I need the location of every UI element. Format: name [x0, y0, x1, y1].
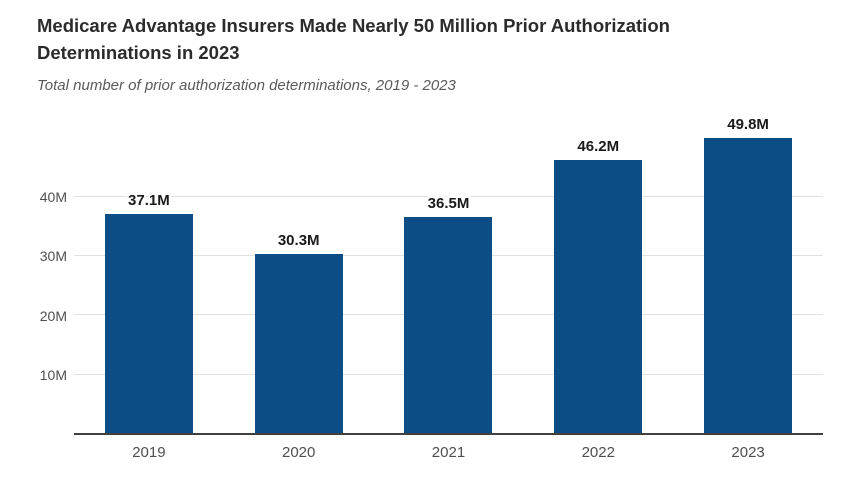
- bar-value-label-2023: 49.8M: [727, 116, 769, 134]
- bar-2022[interactable]: [554, 159, 643, 434]
- bar-2020[interactable]: [254, 254, 343, 434]
- bar-value-label-2022: 46.2M: [577, 137, 620, 155]
- bars-layer: 37.1M 2019 30.3M 2020 36.5M 2021 46.2M 2022 49.8…: [74, 116, 823, 461]
- x-axis-line: [74, 433, 823, 435]
- bar-value-label-2021: 36.5M: [427, 195, 470, 213]
- chart-title: Medicare Advantage Insurers Made Nearly …: [37, 15, 670, 63]
- bar-slot-2019: 37.1M 2019: [74, 130, 224, 461]
- bar-slot-2022: 46.2M 2022: [523, 130, 673, 461]
- x-axis-tick-label-2019: 2019: [132, 444, 166, 461]
- x-axis-tick-label-2021: 2021: [431, 444, 466, 461]
- bar-2021[interactable]: [404, 217, 493, 434]
- x-axis-tick-label-2020: 2020: [282, 444, 316, 461]
- bar-value-label-2020: 30.3M: [277, 232, 320, 250]
- bar-2019[interactable]: [104, 213, 193, 434]
- y-axis-tick-label: 20M: [39, 307, 67, 324]
- plot-area: 10M 20M 30M 40M 37.1M 2019 30.3M 2020 36.5M 2021…: [40, 116, 823, 461]
- x-axis-tick-label-2023: 2023: [731, 444, 765, 461]
- bar-slot-2021: 36.5M 2021: [374, 130, 524, 461]
- bar-2023[interactable]: [704, 138, 793, 434]
- bar-slot-2020: 30.3M 2020: [224, 130, 374, 461]
- gridline-40M: [74, 195, 823, 197]
- bar-value-label-2019: 37.1M: [128, 191, 170, 209]
- y-axis-tick-label: 10M: [39, 367, 67, 384]
- chart-subtitle: Total number of prior authorization dete…: [37, 77, 456, 94]
- y-axis-tick-label: 30M: [39, 248, 67, 265]
- x-axis-tick-label-2022: 2022: [581, 444, 615, 461]
- bar-slot-2023: 49.8M 2023: [673, 116, 823, 461]
- y-axis-tick-label: 40M: [39, 189, 67, 205]
